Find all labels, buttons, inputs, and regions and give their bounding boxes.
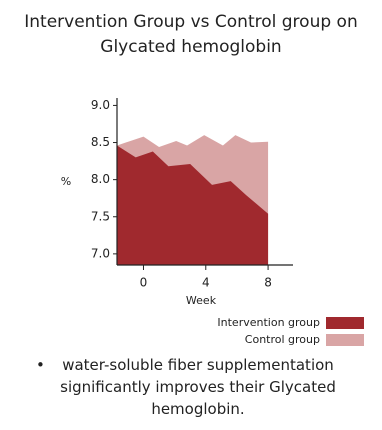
legend-label: Control group [245,333,320,346]
y-tick-label: 9.0 [91,98,110,112]
x-tick-label: 8 [264,276,272,290]
x-tick-label: 4 [202,276,210,290]
x-tick-label: 0 [140,276,148,290]
note: • water-soluble fiber supplementation sig… [36,354,358,420]
chart: 7.0 7.5 8.0 8.5 9.0 0 4 8 Week% Intervention grou… [61,98,364,346]
legend-swatch [326,317,364,329]
y-tick-label: 8.5 [91,135,110,149]
y-tick-label: 7.5 [91,209,110,223]
chart-title: Intervention Group vs Control group on G… [24,12,358,57]
y-axis-label: % [61,175,71,188]
y-tick-label: 7.0 [91,246,110,260]
bullet: • [36,356,45,374]
note-text: water-soluble fiber supplementation sign… [60,356,336,418]
y-tick-label: 8.0 [91,172,110,186]
legend-swatch [326,334,364,346]
area [117,145,269,265]
x-axis-label: Week [186,294,217,307]
legend-label: Intervention group [217,316,320,329]
